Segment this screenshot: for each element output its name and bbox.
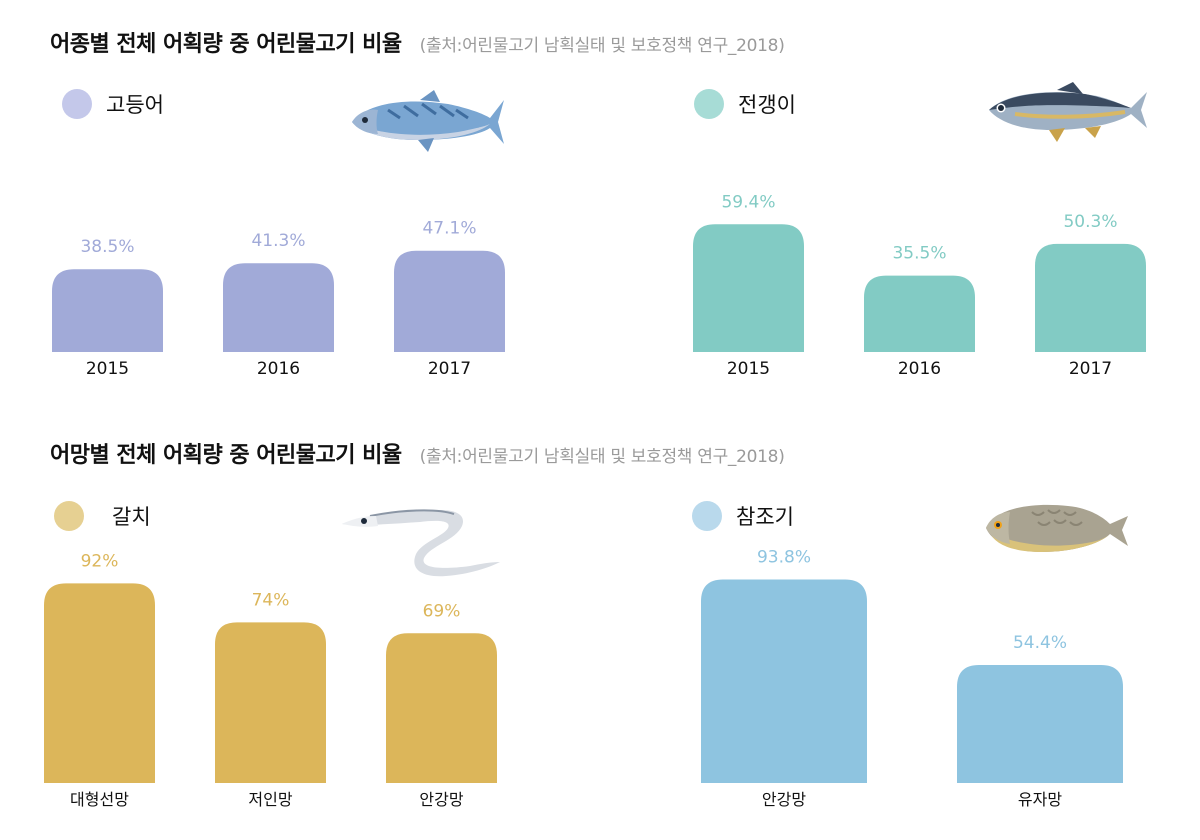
value-label: 93.8% bbox=[757, 547, 811, 567]
legend-dot bbox=[694, 89, 724, 119]
hairtail-icon bbox=[342, 509, 500, 577]
value-label: 35.5% bbox=[892, 244, 946, 264]
legend-dot bbox=[54, 501, 84, 531]
category-label: 안강망 bbox=[762, 790, 806, 809]
category-label: 안강망 bbox=[419, 790, 463, 809]
value-label: 92% bbox=[81, 551, 119, 571]
mackerel-icon bbox=[352, 90, 504, 152]
section-title-net: 어망별 전체 어획량 중 어린물고기 비율 (출처:어린물고기 남획실태 및 보호… bbox=[50, 437, 785, 469]
value-label: 47.1% bbox=[422, 219, 476, 239]
legend-horse-mackerel: 전갱이 bbox=[694, 89, 796, 119]
bar-2017 bbox=[394, 250, 505, 352]
category-label: 유자망 bbox=[1018, 790, 1062, 809]
legend-yellow-croaker: 참조기 bbox=[692, 501, 794, 531]
value-label: 50.3% bbox=[1063, 212, 1117, 232]
bar-2016 bbox=[223, 263, 334, 352]
yellow-croaker-icon bbox=[986, 504, 1128, 552]
bar-2017 bbox=[1035, 243, 1146, 352]
value-label: 74% bbox=[252, 590, 290, 610]
section-title-species: 어종별 전체 어획량 중 어린물고기 비율 (출처:어린물고기 남획실태 및 보호… bbox=[50, 26, 785, 58]
legend-hairtail: 갈치 bbox=[54, 501, 151, 531]
value-label: 41.3% bbox=[251, 231, 305, 251]
bar-안강망 bbox=[701, 579, 867, 783]
bar-2015 bbox=[693, 224, 804, 352]
category-label: 2017 bbox=[428, 359, 471, 379]
section-source: (출처:어린물고기 남획실태 및 보호정책 연구_2018) bbox=[419, 36, 785, 56]
horse-mackerel-icon bbox=[989, 82, 1147, 142]
legend-label: 고등어 bbox=[106, 93, 164, 117]
category-label: 2016 bbox=[257, 359, 300, 379]
legend-label: 참조기 bbox=[736, 505, 794, 529]
legend-label: 갈치 bbox=[112, 505, 151, 529]
bar-저인망 bbox=[215, 622, 326, 783]
bar-안강망 bbox=[386, 633, 497, 783]
legend-dot bbox=[692, 501, 722, 531]
value-label: 59.4% bbox=[721, 192, 775, 212]
value-label: 69% bbox=[423, 601, 461, 621]
value-label: 54.4% bbox=[1013, 633, 1067, 653]
section-title-text: 어망별 전체 어획량 중 어린물고기 비율 bbox=[50, 443, 402, 468]
legend-label: 전갱이 bbox=[738, 93, 796, 117]
section-source: (출처:어린물고기 남획실태 및 보호정책 연구_2018) bbox=[419, 447, 785, 467]
legend-dot bbox=[62, 89, 92, 119]
category-label: 2016 bbox=[898, 359, 941, 379]
bar-유자망 bbox=[957, 664, 1123, 783]
section-title-text: 어종별 전체 어획량 중 어린물고기 비율 bbox=[50, 32, 402, 57]
category-label: 저인망 bbox=[248, 790, 292, 809]
bar-2015 bbox=[52, 269, 163, 352]
category-label: 2015 bbox=[86, 359, 129, 379]
bar-대형선망 bbox=[44, 583, 155, 783]
category-label: 2017 bbox=[1069, 359, 1112, 379]
bar-2016 bbox=[864, 275, 975, 352]
category-label: 대형선망 bbox=[70, 790, 129, 809]
category-label: 2015 bbox=[727, 359, 770, 379]
value-label: 38.5% bbox=[80, 237, 134, 257]
legend-mackerel: 고등어 bbox=[62, 89, 164, 119]
